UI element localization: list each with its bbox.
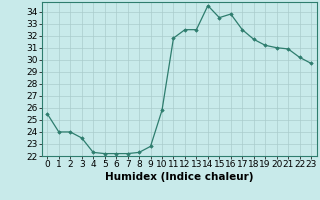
X-axis label: Humidex (Indice chaleur): Humidex (Indice chaleur) <box>105 172 253 182</box>
